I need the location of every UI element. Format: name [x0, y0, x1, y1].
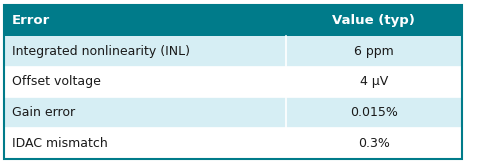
Bar	[4, 97, 285, 128]
Bar	[285, 67, 461, 97]
Text: Error: Error	[12, 14, 50, 27]
Text: Value (typ): Value (typ)	[332, 14, 414, 27]
Bar	[4, 128, 285, 159]
Bar	[4, 5, 285, 36]
Text: 6 ppm: 6 ppm	[353, 45, 393, 58]
Bar	[285, 128, 461, 159]
Bar	[285, 5, 461, 36]
Text: Integrated nonlinearity (INL): Integrated nonlinearity (INL)	[12, 45, 190, 58]
Text: 0.015%: 0.015%	[349, 106, 397, 119]
Text: 4 μV: 4 μV	[359, 75, 387, 89]
Text: 0.3%: 0.3%	[357, 137, 389, 150]
Bar	[4, 36, 285, 67]
Text: Offset voltage: Offset voltage	[12, 75, 101, 89]
Bar	[285, 97, 461, 128]
Text: IDAC mismatch: IDAC mismatch	[12, 137, 108, 150]
Text: Gain error: Gain error	[12, 106, 75, 119]
Bar	[285, 36, 461, 67]
Bar	[4, 67, 285, 97]
